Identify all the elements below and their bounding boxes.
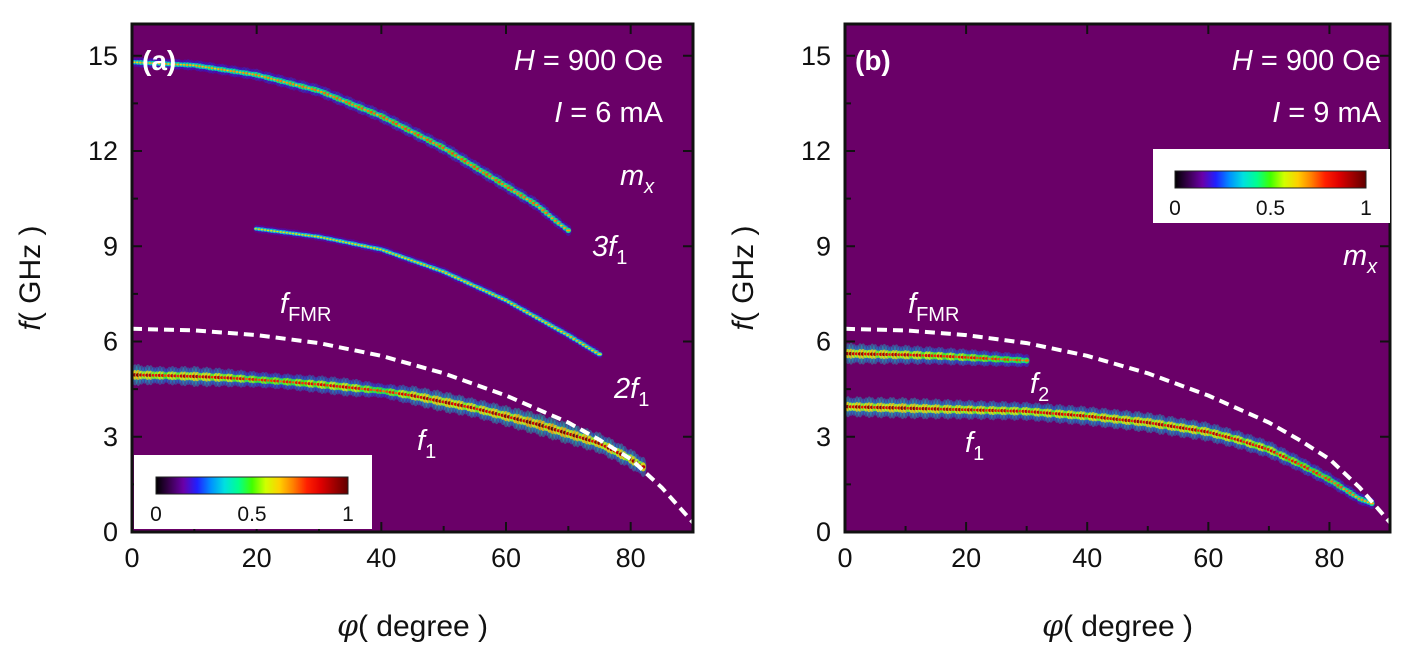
component-label: mx [620, 160, 655, 198]
series-label-f2: f2 [1030, 368, 1049, 406]
y-tick-label: 9 [816, 231, 831, 261]
component-label: mx [1343, 240, 1378, 278]
y-tick-label: 0 [816, 517, 831, 547]
colorbar-tick-label: 0.5 [237, 503, 266, 526]
colorbar-gradient [155, 476, 349, 495]
series-label-f1: f1 [417, 425, 436, 463]
colorbar-tick-label: 0 [150, 503, 162, 526]
series-label-f1: f1 [965, 427, 984, 465]
x-tick-label: 60 [1193, 543, 1223, 573]
y-tick-label: 6 [816, 327, 831, 357]
series-f1 [845, 396, 1376, 510]
mark-core [559, 224, 565, 227]
mark-core [538, 206, 543, 209]
mark-core [597, 353, 602, 356]
x-tick-label: 80 [1314, 543, 1344, 573]
plot-background [845, 24, 1390, 532]
x-tick-label: 0 [837, 543, 852, 573]
panel-tag: (b) [855, 45, 891, 76]
mark-core [1024, 359, 1029, 362]
series-label-2f1: 2f1 [613, 373, 649, 411]
colorbar-tick-label: 1 [342, 503, 354, 526]
mark-core [556, 222, 562, 225]
x-tick-label: 20 [951, 543, 981, 573]
mark-core [534, 203, 540, 207]
colorbar-tick-label: 0.5 [1256, 197, 1285, 220]
x-axis-label: φ( degree ) [337, 609, 488, 644]
mark-core [562, 227, 568, 229]
y-tick-label: 3 [816, 422, 831, 452]
y-tick-label: 6 [103, 327, 118, 357]
axes: 0 20 40 60 80 0 3 6 9 12 15 [88, 24, 693, 573]
fmr-curve [845, 326, 1390, 524]
x-tick-label: 40 [366, 543, 396, 573]
colorbar-tick-label: 0 [1169, 197, 1181, 220]
panel-b-chart: 0 20 40 60 80 0 3 6 9 12 15 φ( degree ) f( GHz ) (b) H… [727, 22, 1392, 644]
colorbar: 0 0.5 1 [1153, 149, 1390, 223]
y-tick-label: 9 [103, 231, 118, 261]
y-tick-label: 12 [88, 136, 118, 166]
panel-a-chart: 0 20 40 60 80 0 3 6 9 12 15 φ( degree ) f( GHz ) (a) H… [14, 22, 695, 644]
panel-tag: (a) [142, 45, 176, 76]
series-2f1 [253, 224, 603, 359]
current-annotation: I = 6 mA [554, 97, 663, 129]
fmr-label: fFMR [280, 288, 331, 326]
field-annotation: H = 900 Oe [514, 45, 663, 77]
series-f1 [132, 363, 647, 477]
field-annotation: H = 900 Oe [1232, 45, 1381, 77]
mark-core [572, 338, 577, 340]
axes: 0 20 40 60 80 0 3 6 9 12 15 [801, 24, 1390, 573]
y-tick-label: 0 [103, 517, 118, 547]
plot-area [845, 326, 1390, 524]
mark-core [584, 345, 590, 348]
mark-core [550, 217, 555, 220]
current-annotation: I = 9 mA [1272, 97, 1381, 129]
x-axis-label: φ( degree ) [1042, 609, 1193, 644]
x-tick-label: 20 [242, 543, 272, 573]
y-axis-label: f( GHz ) [14, 226, 47, 331]
colorbar-gradient [1174, 170, 1367, 189]
fmr-label: fFMR [908, 288, 959, 326]
mark-core [547, 214, 552, 217]
x-tick-label: 80 [616, 543, 646, 573]
plot-area [132, 56, 693, 524]
plot-frame [843, 22, 1392, 534]
colorbar-tick-label: 1 [1360, 197, 1372, 220]
x-tick-label: 60 [491, 543, 521, 573]
plot-frame [130, 22, 695, 534]
mark-core [594, 351, 599, 354]
series-label-3f1: 3f1 [592, 231, 627, 269]
mark-core [544, 211, 549, 215]
series-f2 [845, 342, 1030, 368]
mark-core [566, 229, 571, 232]
x-tick-label: 40 [1072, 543, 1102, 573]
y-tick-label: 15 [88, 41, 118, 71]
series-3f1 [132, 56, 572, 237]
mark-core [541, 209, 546, 212]
colorbar: 0 0.5 1 [134, 455, 372, 529]
x-tick-label: 0 [124, 543, 139, 573]
y-tick-label: 12 [801, 136, 831, 166]
y-tick-label: 3 [103, 422, 118, 452]
y-axis-label: f( GHz ) [727, 226, 760, 331]
fmr-curve [132, 326, 693, 524]
y-tick-label: 15 [801, 41, 831, 71]
